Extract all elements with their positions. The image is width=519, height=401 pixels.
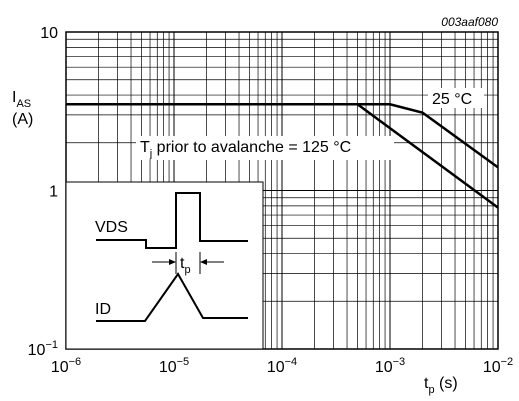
y-tick-label: 10−1 [28, 339, 58, 359]
label-bg-125c [136, 136, 394, 160]
y-tick-label: 1 [49, 184, 58, 201]
vds-waveform [96, 192, 248, 249]
id-waveform [96, 272, 248, 322]
series-label-125c: Tj prior to avalanche = 125 °C [140, 139, 351, 160]
tp-arrowhead-left [169, 259, 176, 265]
inset-id-label: ID [95, 301, 111, 318]
inset-box [65, 181, 264, 350]
series-label-25c: 25 °C [432, 91, 472, 108]
y-tick-label: 10 [40, 25, 58, 42]
x-tick-label: 10−3 [375, 356, 405, 376]
y-axis-unit: (A) [12, 111, 33, 128]
inset-vds-label: VDS [95, 219, 128, 236]
x-axis-label: tp (s) [424, 375, 458, 396]
x-tick-label: 10−2 [483, 356, 513, 376]
y-axis-label: IAS [12, 89, 31, 110]
label-bg-25c [428, 88, 484, 108]
figure-id: 003aaf080 [441, 15, 498, 29]
x-tick-label: 10−4 [267, 356, 297, 376]
inset-tp-label: tp [180, 255, 191, 276]
series-line-1 [66, 103, 499, 209]
tick-labels: 10−6 10−5 10−4 10−3 10−2 10−1 1 10 [28, 25, 514, 376]
x-tick-label: 10−5 [159, 356, 189, 376]
tp-arrowhead-right [200, 259, 207, 265]
x-tick-label: 10−6 [51, 356, 81, 376]
inset-waveform: VDS ID tp [65, 181, 264, 350]
curves [66, 103, 499, 209]
